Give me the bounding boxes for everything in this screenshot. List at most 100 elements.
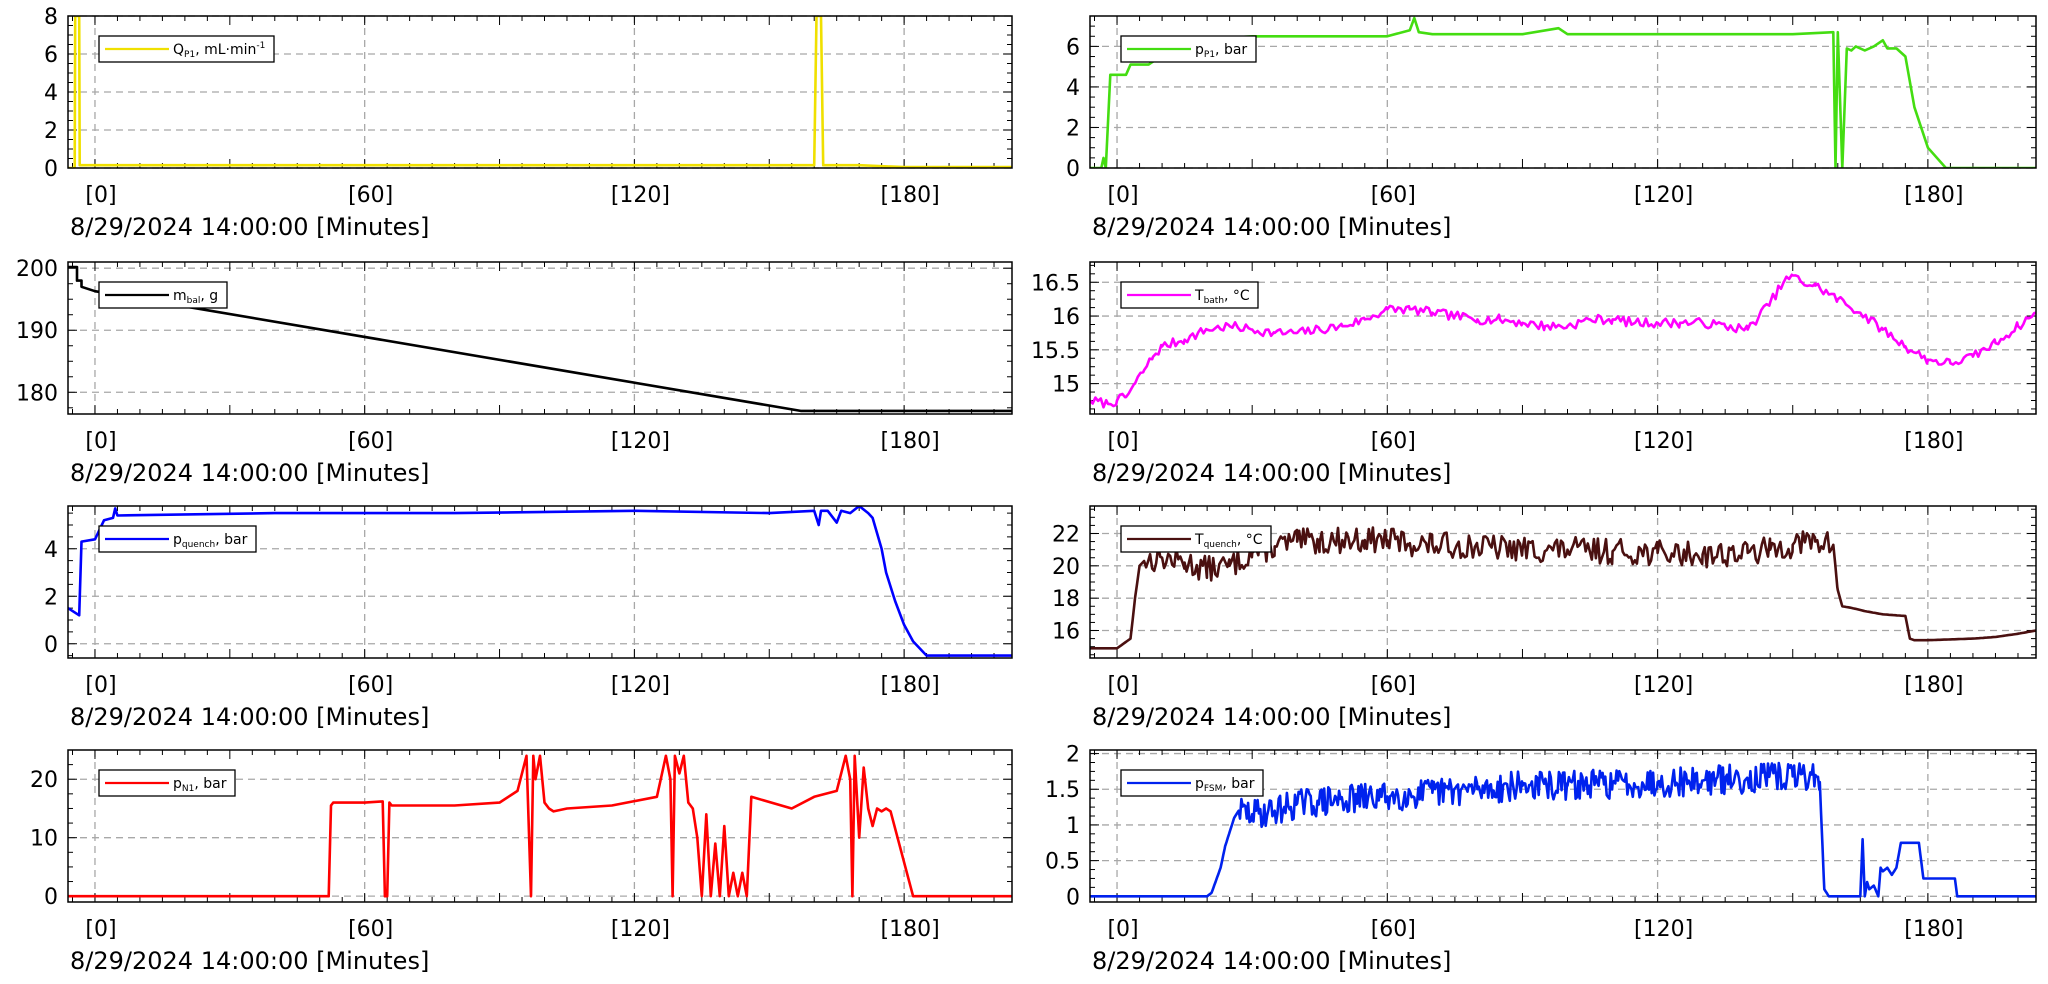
legend-label: pP1, bar xyxy=(1195,42,1247,60)
y-tick-label: 20 xyxy=(1052,555,1080,580)
x-tick-label: [120] xyxy=(1634,183,1693,208)
y-tick-label: 2 xyxy=(1066,743,1080,768)
y-tick-label: 4 xyxy=(44,538,58,563)
x-axis-label: 8/29/2024 14:00:00 [Minutes] xyxy=(1092,213,1451,241)
chart-tbath: 15 15.5 16 16.5 [0] [60] [120] [180] 8/29/2024 1… xyxy=(1031,261,2037,487)
legend-label: QP1, mL·min-1 xyxy=(173,41,265,60)
legend-label: pFSM, bar xyxy=(1195,776,1255,794)
series-line-pn1 xyxy=(68,754,1012,898)
x-tick-label: [120] xyxy=(1634,429,1693,454)
legend-box xyxy=(98,769,236,797)
legend: pN1, bar xyxy=(98,769,236,797)
series-line-pfsm xyxy=(1090,761,2036,898)
legend: Tbath, °C xyxy=(1120,281,1259,309)
plot-frame xyxy=(1089,15,2037,169)
x-axis-label: 8/29/2024 14:00:00 [Minutes] xyxy=(1092,947,1451,975)
x-tick-label: [0] xyxy=(1107,917,1138,942)
y-tick-label: 180 xyxy=(16,381,58,406)
legend: pFSM, bar xyxy=(1120,769,1264,797)
legend-label: mbal, g xyxy=(173,288,218,306)
x-tick-label: [180] xyxy=(1904,429,1963,454)
x-tick-label: [60] xyxy=(1371,917,1416,942)
plot-frame xyxy=(67,15,1013,169)
y-tick-label: 0 xyxy=(1066,885,1080,910)
legend: pquench, bar xyxy=(98,525,257,553)
x-tick-label: [180] xyxy=(1904,917,1963,942)
y-tick-label: 190 xyxy=(16,319,58,344)
x-tick-label: [180] xyxy=(881,917,940,942)
x-tick-label: [120] xyxy=(1634,673,1693,698)
y-tick-label: 2 xyxy=(44,119,58,144)
x-tick-label: [0] xyxy=(85,429,116,454)
x-tick-label: [0] xyxy=(85,917,116,942)
x-tick-label: [180] xyxy=(881,429,940,454)
series-line-pquench xyxy=(68,506,1012,657)
chart-pp1: 0 2 4 6 [0] [60] [120] [180] 8/29/2024 14:00:00 … xyxy=(1066,15,2037,241)
x-tick-label: [0] xyxy=(85,673,116,698)
legend: pP1, bar xyxy=(1120,35,1257,63)
y-tick-label: 18 xyxy=(1052,587,1080,612)
y-tick-label: 0 xyxy=(1066,157,1080,182)
x-axis-label: 8/29/2024 14:00:00 [Minutes] xyxy=(70,703,429,731)
x-tick-label: [180] xyxy=(1904,183,1963,208)
x-tick-label: [180] xyxy=(881,183,940,208)
y-tick-label: 6 xyxy=(1066,35,1080,60)
x-tick-label: [60] xyxy=(1371,673,1416,698)
y-tick-label: 16 xyxy=(1052,620,1080,645)
y-tick-label: 200 xyxy=(16,257,58,282)
y-tick-label: 15 xyxy=(1052,373,1080,398)
legend: Tquench, °C xyxy=(1120,525,1272,553)
y-tick-label: 10 xyxy=(30,827,58,852)
plot-frame xyxy=(67,261,1013,415)
x-tick-label: [120] xyxy=(611,183,670,208)
chart-qp1: 0 2 4 6 8 [0] [60] [120] [180] 8/29/2024 14:00:00… xyxy=(44,5,1013,241)
x-tick-label: [60] xyxy=(348,673,393,698)
y-tick-label: 22 xyxy=(1052,522,1080,547)
y-tick-label: 1.5 xyxy=(1045,778,1080,803)
legend: mbal, g xyxy=(98,281,228,309)
x-tick-label: [60] xyxy=(348,429,393,454)
series-line-tbath xyxy=(1090,273,2036,409)
chart-tquench: 16 18 20 22 [0] [60] [120] [180] 8/29/2024 14:00… xyxy=(1052,505,2037,731)
plot-frame xyxy=(1089,505,2037,659)
chart-pquench: 0 2 4 [0] [60] [120] [180] 8/29/2024 14:00:00 [… xyxy=(44,505,1013,731)
x-tick-label: [60] xyxy=(348,183,393,208)
series-line-pp1 xyxy=(1090,16,2036,168)
x-tick-label: [180] xyxy=(881,673,940,698)
y-tick-label: 1 xyxy=(1066,814,1080,839)
y-tick-label: 8 xyxy=(44,5,58,30)
x-tick-label: [60] xyxy=(1371,183,1416,208)
y-tick-label: 0 xyxy=(44,633,58,658)
x-tick-label: [120] xyxy=(611,917,670,942)
y-tick-label: 16.5 xyxy=(1031,271,1080,296)
y-tick-label: 4 xyxy=(1066,76,1080,101)
series-line-mbal xyxy=(68,265,1012,413)
series-line-tquench xyxy=(1090,526,2036,650)
x-axis-label: 8/29/2024 14:00:00 [Minutes] xyxy=(70,459,429,487)
x-tick-label: [60] xyxy=(1371,429,1416,454)
y-tick-label: 15.5 xyxy=(1031,339,1080,364)
plot-frame xyxy=(67,505,1013,659)
series-line-qp1 xyxy=(68,16,1012,168)
x-tick-label: [0] xyxy=(1107,429,1138,454)
y-tick-label: 20 xyxy=(30,768,58,793)
y-tick-label: 0 xyxy=(44,157,58,182)
x-axis-label: 8/29/2024 14:00:00 [Minutes] xyxy=(1092,459,1451,487)
x-tick-label: [120] xyxy=(1634,917,1693,942)
y-tick-label: 4 xyxy=(44,81,58,106)
y-tick-label: 0.5 xyxy=(1045,850,1080,875)
plot-frame xyxy=(67,749,1013,903)
chart-pn1: 0 10 20 [0] [60] [120] [180] 8/29/2024 14:00:00… xyxy=(30,749,1013,975)
x-tick-label: [120] xyxy=(611,673,670,698)
legend-label: Tbath, °C xyxy=(1194,288,1250,306)
plot-frame xyxy=(1089,261,2037,415)
x-axis-label: 8/29/2024 14:00:00 [Minutes] xyxy=(70,947,429,975)
x-tick-label: [0] xyxy=(1107,183,1138,208)
chart-mbal: 180 190 200 [0] [60] [120] [180] 8/29/2024 14:0… xyxy=(16,257,1013,487)
chart-pfsm: 0 0.5 1 1.5 2 [0] [60] [120] [180] 8/29/2024 14:0… xyxy=(1045,743,2037,975)
y-tick-label: 2 xyxy=(1066,116,1080,141)
legend-label: pN1, bar xyxy=(173,776,227,794)
x-tick-label: [0] xyxy=(1107,673,1138,698)
legend: QP1, mL·min-1 xyxy=(98,35,275,63)
